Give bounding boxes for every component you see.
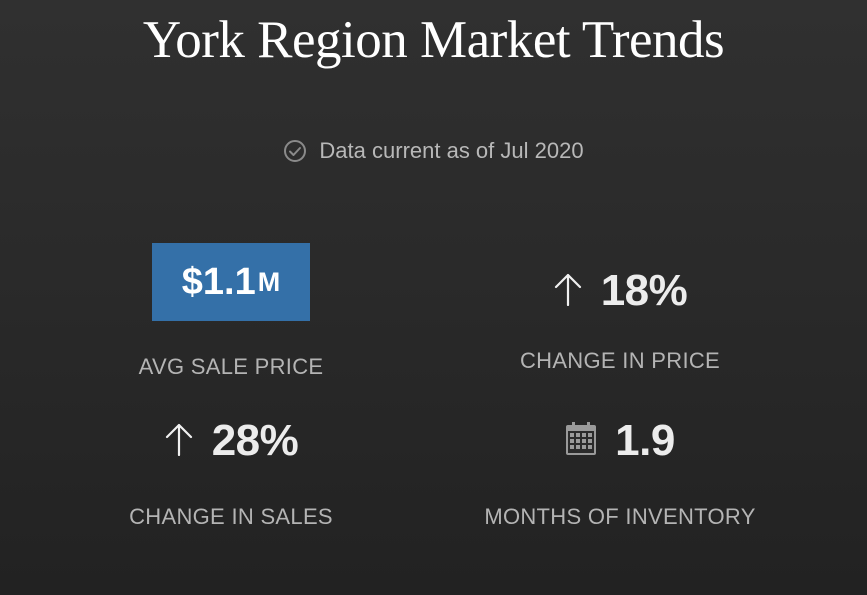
stat-months-of-inventory: 1.9 MONTHS OF INVENTORY	[470, 402, 770, 530]
page-title: York Region Market Trends	[142, 11, 725, 69]
change-in-sales-value: 28%	[211, 416, 299, 465]
avg-sale-price-badge: $1.1 M	[152, 243, 310, 321]
stat-change-in-sales: 28% CHANGE IN SALES	[81, 402, 381, 530]
stat-avg-sale-price: $1.1 M AVG SALE PRICE	[81, 243, 381, 380]
change-in-price-label: CHANGE IN PRICE	[519, 348, 721, 373]
avg-sale-price-value: $1.1	[181, 260, 256, 303]
data-updated-notice: Data current as of Jul 2020	[0, 138, 867, 164]
change-in-sales-label: CHANGE IN SALES	[129, 504, 333, 529]
months-of-inventory-label: MONTHS OF INVENTORY	[484, 504, 756, 529]
avg-sale-price-unit: M	[257, 266, 281, 297]
arrow-up-icon	[164, 422, 194, 461]
avg-sale-price-label: AVG SALE PRICE	[138, 354, 324, 379]
stat-change-in-price: 18% CHANGE IN PRICE	[470, 251, 770, 374]
months-of-inventory-value: 1.9	[615, 416, 675, 465]
arrow-up-icon	[553, 272, 583, 311]
change-in-price-value: 18%	[600, 266, 688, 315]
data-updated-text: Data current as of Jul 2020	[319, 138, 584, 163]
check-circle-icon	[283, 139, 307, 163]
calendar-icon	[565, 421, 597, 461]
